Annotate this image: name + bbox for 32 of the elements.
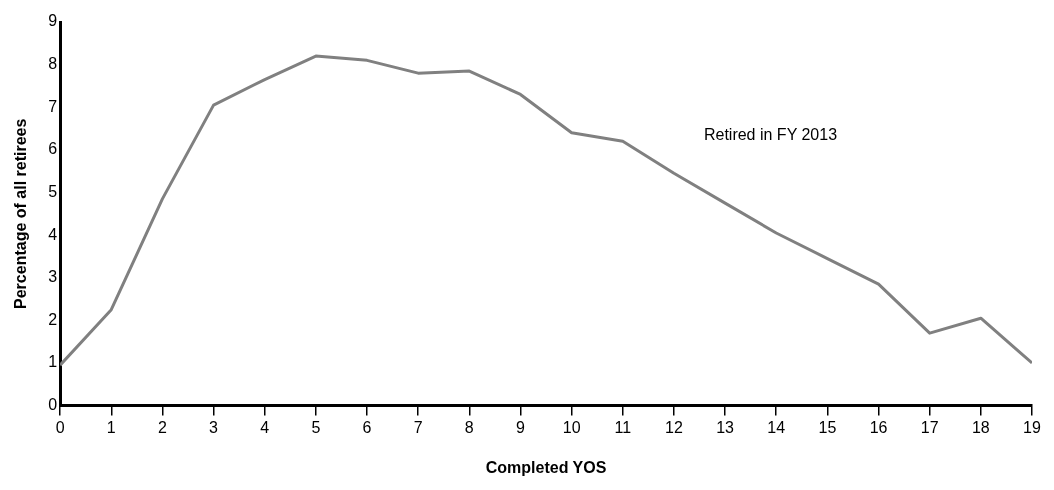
text: Retired in FY 2013	[703, 125, 838, 143]
y-tick-label: 6	[48, 140, 58, 158]
x-tick-label: 12	[665, 418, 683, 436]
x-tick-label: 3	[209, 418, 219, 436]
y-tick-label: 1	[48, 353, 58, 371]
x-tick-label: 19	[1023, 418, 1041, 436]
y-tick-label: 7	[48, 97, 58, 115]
x-tick-label: 16	[869, 418, 888, 436]
y-tick-label: 9	[48, 12, 58, 30]
x-tick-label: 5	[311, 418, 321, 436]
y-tick-label: 0	[48, 396, 58, 414]
x-tick-label: 2	[157, 418, 167, 436]
x-tick-label: 11	[614, 418, 632, 436]
y-tick-label: 4	[48, 225, 58, 243]
y-tick-label: 3	[48, 268, 58, 286]
y-tick-label: 2	[48, 310, 58, 328]
y-axis-title: Percentage of all retirees	[12, 118, 30, 309]
y-tick-label: 5	[48, 182, 58, 200]
x-tick-label: 1	[106, 418, 116, 436]
x-tick-label: 17	[920, 418, 939, 436]
x-tick-label: 8	[464, 418, 474, 436]
x-tick-label: 14	[767, 418, 786, 436]
x-axis-title: Completed YOS	[485, 458, 607, 476]
x-tick-label: 4	[260, 418, 270, 436]
x-tick-label: 9	[516, 418, 526, 436]
x-tick-label: 10	[562, 418, 581, 436]
x-tick-label: 7	[413, 418, 423, 436]
y-tick-label: 8	[48, 55, 58, 73]
x-tick-label: 18	[971, 418, 990, 436]
x-tick-label: 15	[818, 418, 837, 436]
x-tick-label: 13	[716, 418, 735, 436]
x-tick-label: 6	[362, 418, 372, 436]
